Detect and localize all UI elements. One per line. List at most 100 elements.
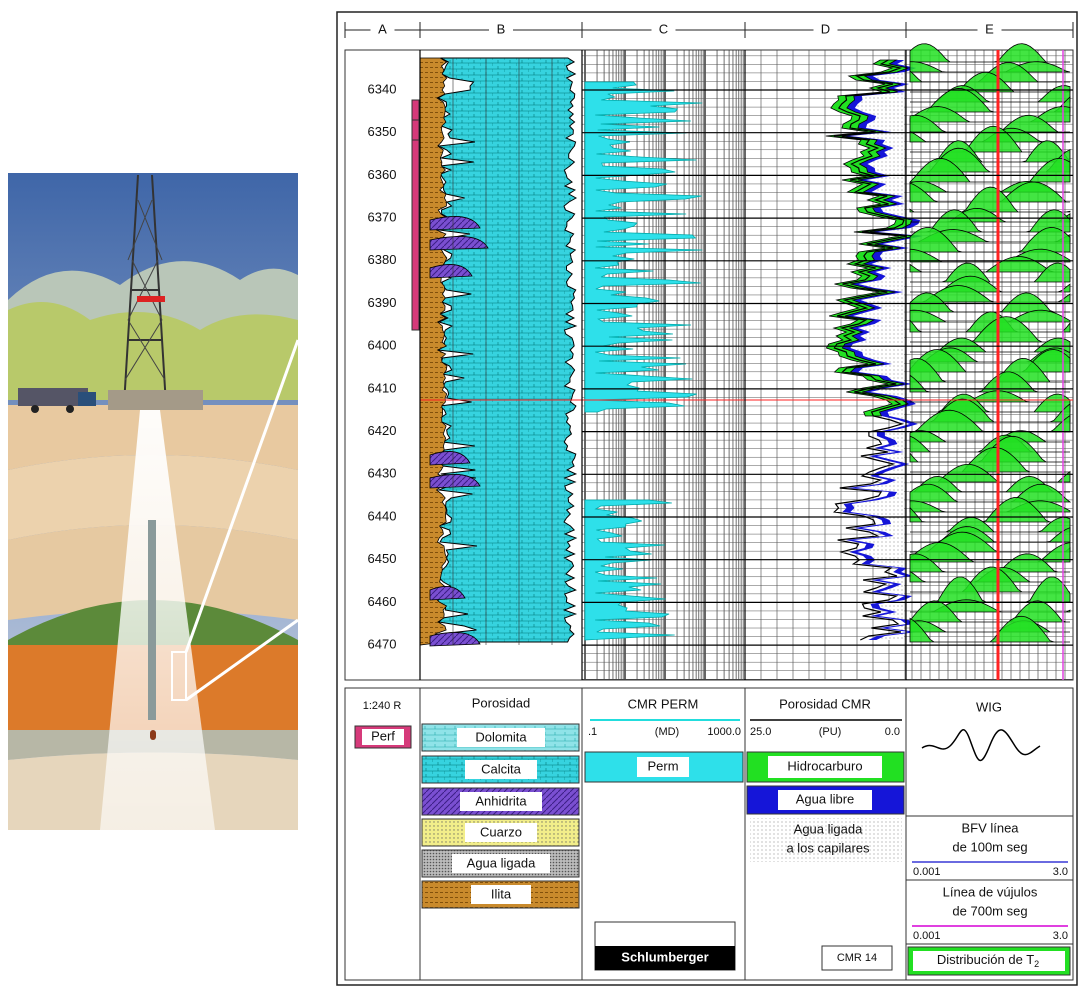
cmr-unit: (PU) (819, 726, 842, 738)
wave (909, 600, 1070, 623)
perm-min: .1 (588, 726, 597, 738)
depth-label: 6400 (368, 338, 397, 353)
depth-label: 6360 (368, 167, 397, 182)
cmr-curve (833, 59, 908, 641)
lith-label: Cuarzo (480, 824, 522, 839)
anhydrite (429, 236, 489, 251)
free-water (841, 60, 923, 640)
header-gap (370, 22, 395, 38)
anhydrite (429, 451, 471, 466)
t2-sub: 2 (1034, 959, 1039, 969)
depth-label: 6380 (368, 252, 397, 267)
depth-label: 6370 (368, 210, 397, 225)
track-letter: B (497, 21, 506, 36)
hc-box (768, 756, 882, 778)
wave (909, 371, 1070, 393)
bfv-label: BFV línea (961, 820, 1019, 835)
wave (909, 615, 1070, 643)
lith-label: Agua ligada (467, 855, 536, 870)
perf-label: Perf (371, 728, 395, 743)
vug-min: 0.001 (913, 930, 941, 942)
wig-title: WIG (976, 699, 1002, 714)
fw-label: Agua libre (796, 791, 855, 806)
depth-label: 6460 (368, 594, 397, 609)
depth-label: 6450 (368, 551, 397, 566)
bfv-max: 3.0 (1053, 866, 1068, 878)
track-letter: C (659, 21, 668, 36)
wave (909, 497, 1070, 523)
lith-box (465, 760, 537, 779)
perm-area (584, 81, 703, 413)
wave (909, 106, 1071, 123)
perm-box (637, 757, 689, 777)
vug-label: Línea de vújulos (943, 884, 1038, 899)
cmr-min: 25.0 (750, 726, 771, 738)
wave (910, 447, 1070, 473)
header-gap (489, 22, 513, 38)
wavelet (921, 729, 1041, 761)
header-gap (651, 22, 676, 38)
porosity-title: Porosidad (472, 695, 531, 710)
header-gap (813, 22, 838, 38)
lith-label: Calcita (481, 761, 522, 776)
track-letter: D (821, 21, 830, 36)
anhydrite (429, 586, 466, 601)
perm-label: Perm (647, 758, 678, 773)
depth-label: 6420 (368, 423, 397, 438)
perm-area (584, 499, 675, 641)
track-letter: A (378, 21, 387, 36)
wave (909, 311, 1071, 333)
tag: CMR 14 (837, 952, 877, 964)
depth-label: 6350 (368, 124, 397, 139)
wave (909, 158, 1071, 183)
bound-water (847, 60, 921, 640)
lith-box (460, 792, 542, 811)
wave (910, 516, 1071, 533)
fw-box (778, 790, 872, 810)
depth-label: 6430 (368, 466, 397, 481)
bfv-label: de 100m seg (952, 839, 1027, 854)
vug-label: de 700m seg (952, 903, 1027, 918)
anhydrite (429, 264, 473, 279)
anhydrite (429, 474, 481, 489)
perf-box (362, 729, 404, 745)
tag-box (821, 945, 893, 971)
depth-label: 6390 (368, 295, 397, 310)
wave (909, 227, 1071, 253)
depth-label: 6470 (368, 637, 397, 652)
wave (910, 209, 1071, 233)
shale-area (419, 57, 448, 646)
perf-bar (411, 99, 420, 331)
lith-label: Anhidrita (475, 793, 527, 808)
vug-max: 3.0 (1053, 930, 1068, 942)
perm-unit: (MD) (655, 726, 679, 738)
perm-max: 1000.0 (707, 726, 741, 738)
perf-bar (411, 119, 420, 141)
wave (909, 483, 1072, 503)
depth-label: 6340 (368, 81, 397, 96)
wave (909, 434, 1070, 453)
track-letter: E (985, 21, 994, 36)
bw-label: Agua ligada (794, 821, 863, 836)
logo: Schlumberger (621, 949, 708, 964)
wave (909, 43, 1070, 63)
lith-label: Ilita (491, 886, 512, 901)
lith-box (471, 885, 531, 904)
perm-title: CMR PERM (628, 696, 699, 711)
anhydrite (429, 216, 481, 231)
logo-band (595, 946, 735, 970)
depth-label: 6440 (368, 508, 397, 523)
depth-label: 6410 (368, 380, 397, 395)
wave (910, 285, 1071, 303)
t2-box (913, 951, 1065, 971)
legend: 1:240 R Perf Porosidad CMR PERM .1 (MD) … (344, 687, 1074, 981)
rig-illustration (8, 173, 300, 830)
header-gap (977, 22, 1002, 38)
bw-label: a los capilares (786, 840, 870, 855)
bfv-min: 0.001 (913, 866, 941, 878)
wave (909, 62, 1070, 83)
cmr-max: 0.0 (885, 726, 900, 738)
t2-label: Distribución de T2 (937, 952, 1039, 969)
wave (910, 262, 1071, 283)
